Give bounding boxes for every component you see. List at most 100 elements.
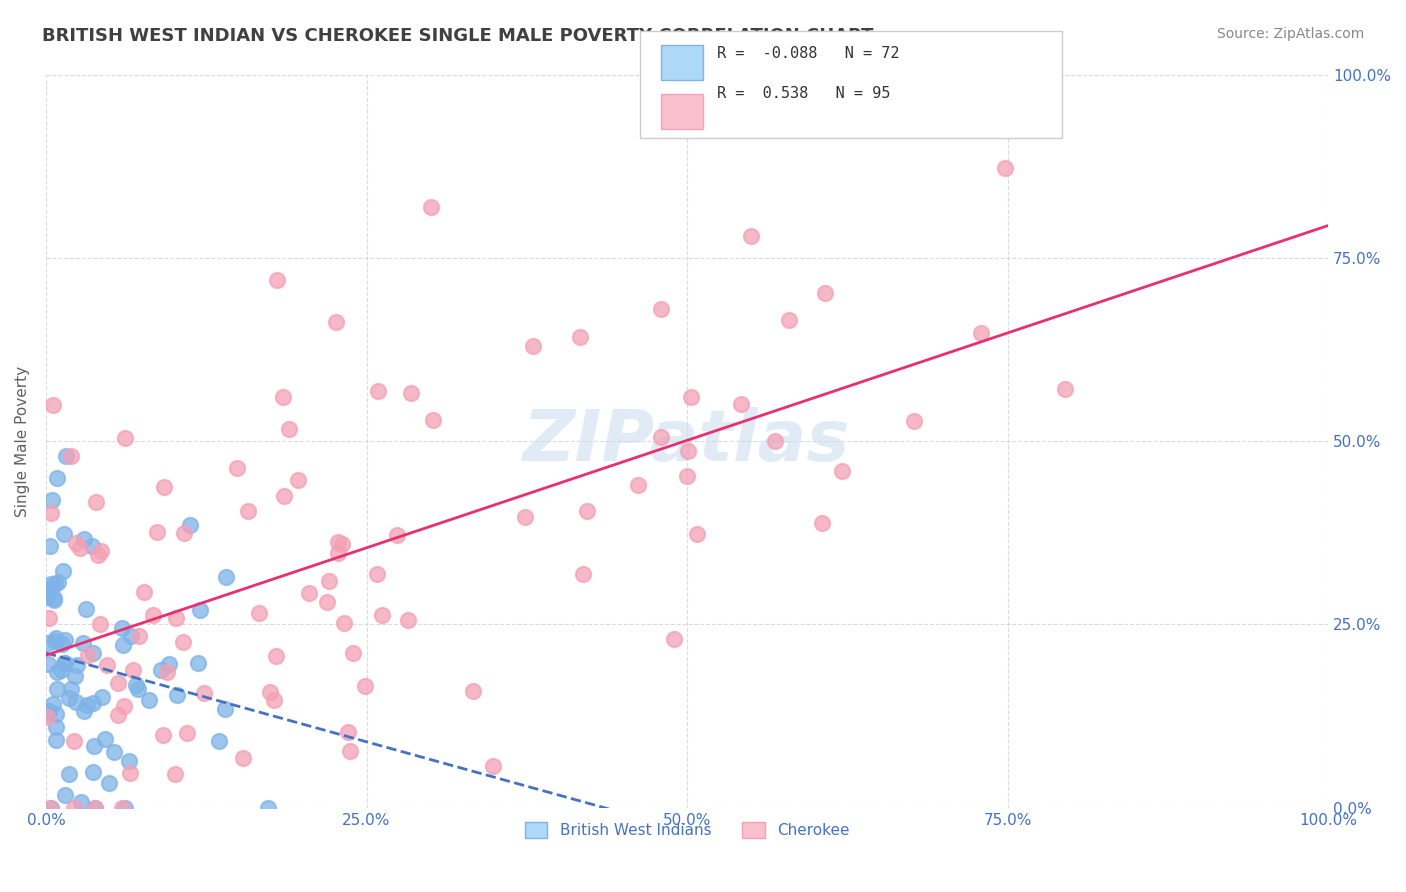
Point	[387, 528, 409, 542]
Point	[332, 615, 354, 630]
Point	[53, 656, 76, 670]
Point	[1053, 382, 1076, 396]
Point	[45, 733, 67, 747]
Point	[51, 637, 73, 651]
Point	[328, 535, 350, 549]
Point	[264, 648, 287, 663]
Point	[662, 632, 685, 646]
Point	[146, 524, 169, 539]
Point	[83, 739, 105, 754]
Point	[87, 548, 110, 562]
Point	[740, 228, 762, 243]
Point	[354, 679, 377, 693]
Point	[568, 330, 591, 344]
Point	[273, 489, 295, 503]
Point	[65, 695, 87, 709]
Point	[259, 684, 281, 698]
Point	[84, 495, 107, 509]
Point	[173, 525, 195, 540]
Point	[35, 591, 58, 605]
Point	[156, 665, 179, 679]
Point	[72, 636, 94, 650]
Point	[813, 285, 835, 300]
Point	[39, 539, 62, 553]
Point	[371, 607, 394, 622]
Point	[165, 767, 187, 781]
Point	[103, 745, 125, 759]
Point	[176, 725, 198, 739]
Point	[650, 430, 672, 444]
Point	[52, 564, 75, 578]
Point	[152, 480, 174, 494]
Point	[39, 506, 62, 520]
Point	[111, 638, 134, 652]
Point	[422, 413, 444, 427]
Point	[45, 706, 67, 721]
Point	[41, 492, 63, 507]
Point	[399, 386, 422, 401]
Point	[44, 633, 66, 648]
Point	[37, 657, 59, 671]
Point	[316, 595, 339, 609]
Point	[73, 533, 96, 547]
Point	[298, 586, 321, 600]
Point	[122, 663, 145, 677]
Point	[188, 603, 211, 617]
Point	[232, 751, 254, 765]
Point	[778, 313, 800, 327]
Point	[193, 685, 215, 699]
Point	[266, 273, 288, 287]
Point	[59, 449, 82, 463]
Point	[994, 161, 1017, 176]
Point	[419, 200, 441, 214]
Point	[342, 646, 364, 660]
Point	[53, 632, 76, 647]
Point	[187, 656, 209, 670]
Point	[82, 765, 104, 780]
Point	[118, 754, 141, 768]
Point	[39, 801, 62, 815]
Point	[271, 390, 294, 404]
Point	[339, 744, 361, 758]
Point	[37, 636, 59, 650]
Point	[318, 574, 340, 588]
Point	[111, 621, 134, 635]
Point	[46, 471, 69, 485]
Point	[165, 610, 187, 624]
Point	[150, 664, 173, 678]
Point	[903, 414, 925, 428]
Point	[152, 728, 174, 742]
Point	[69, 541, 91, 556]
Point	[52, 527, 75, 541]
Point	[120, 629, 142, 643]
Point	[179, 517, 201, 532]
Point	[257, 801, 280, 815]
Point	[72, 704, 94, 718]
Point	[76, 648, 98, 663]
Point	[685, 527, 707, 541]
Point	[52, 657, 75, 671]
Point	[676, 443, 699, 458]
Text: R =  0.538   N = 95: R = 0.538 N = 95	[717, 87, 890, 101]
Point	[66, 658, 89, 673]
Point	[89, 617, 111, 632]
Point	[96, 658, 118, 673]
Point	[337, 725, 360, 739]
Point	[811, 516, 834, 530]
Point	[83, 801, 105, 815]
Point	[238, 504, 260, 518]
Point	[38, 611, 60, 625]
Point	[650, 302, 672, 317]
Point	[366, 566, 388, 581]
Point	[166, 688, 188, 702]
Text: ZIPatlas: ZIPatlas	[523, 407, 851, 475]
Point	[114, 801, 136, 815]
Point	[84, 801, 107, 815]
Point	[970, 326, 993, 341]
Point	[287, 473, 309, 487]
Point	[142, 607, 165, 622]
Point	[172, 635, 194, 649]
Point	[134, 584, 156, 599]
Point	[277, 422, 299, 436]
Text: Source: ZipAtlas.com: Source: ZipAtlas.com	[1216, 27, 1364, 41]
